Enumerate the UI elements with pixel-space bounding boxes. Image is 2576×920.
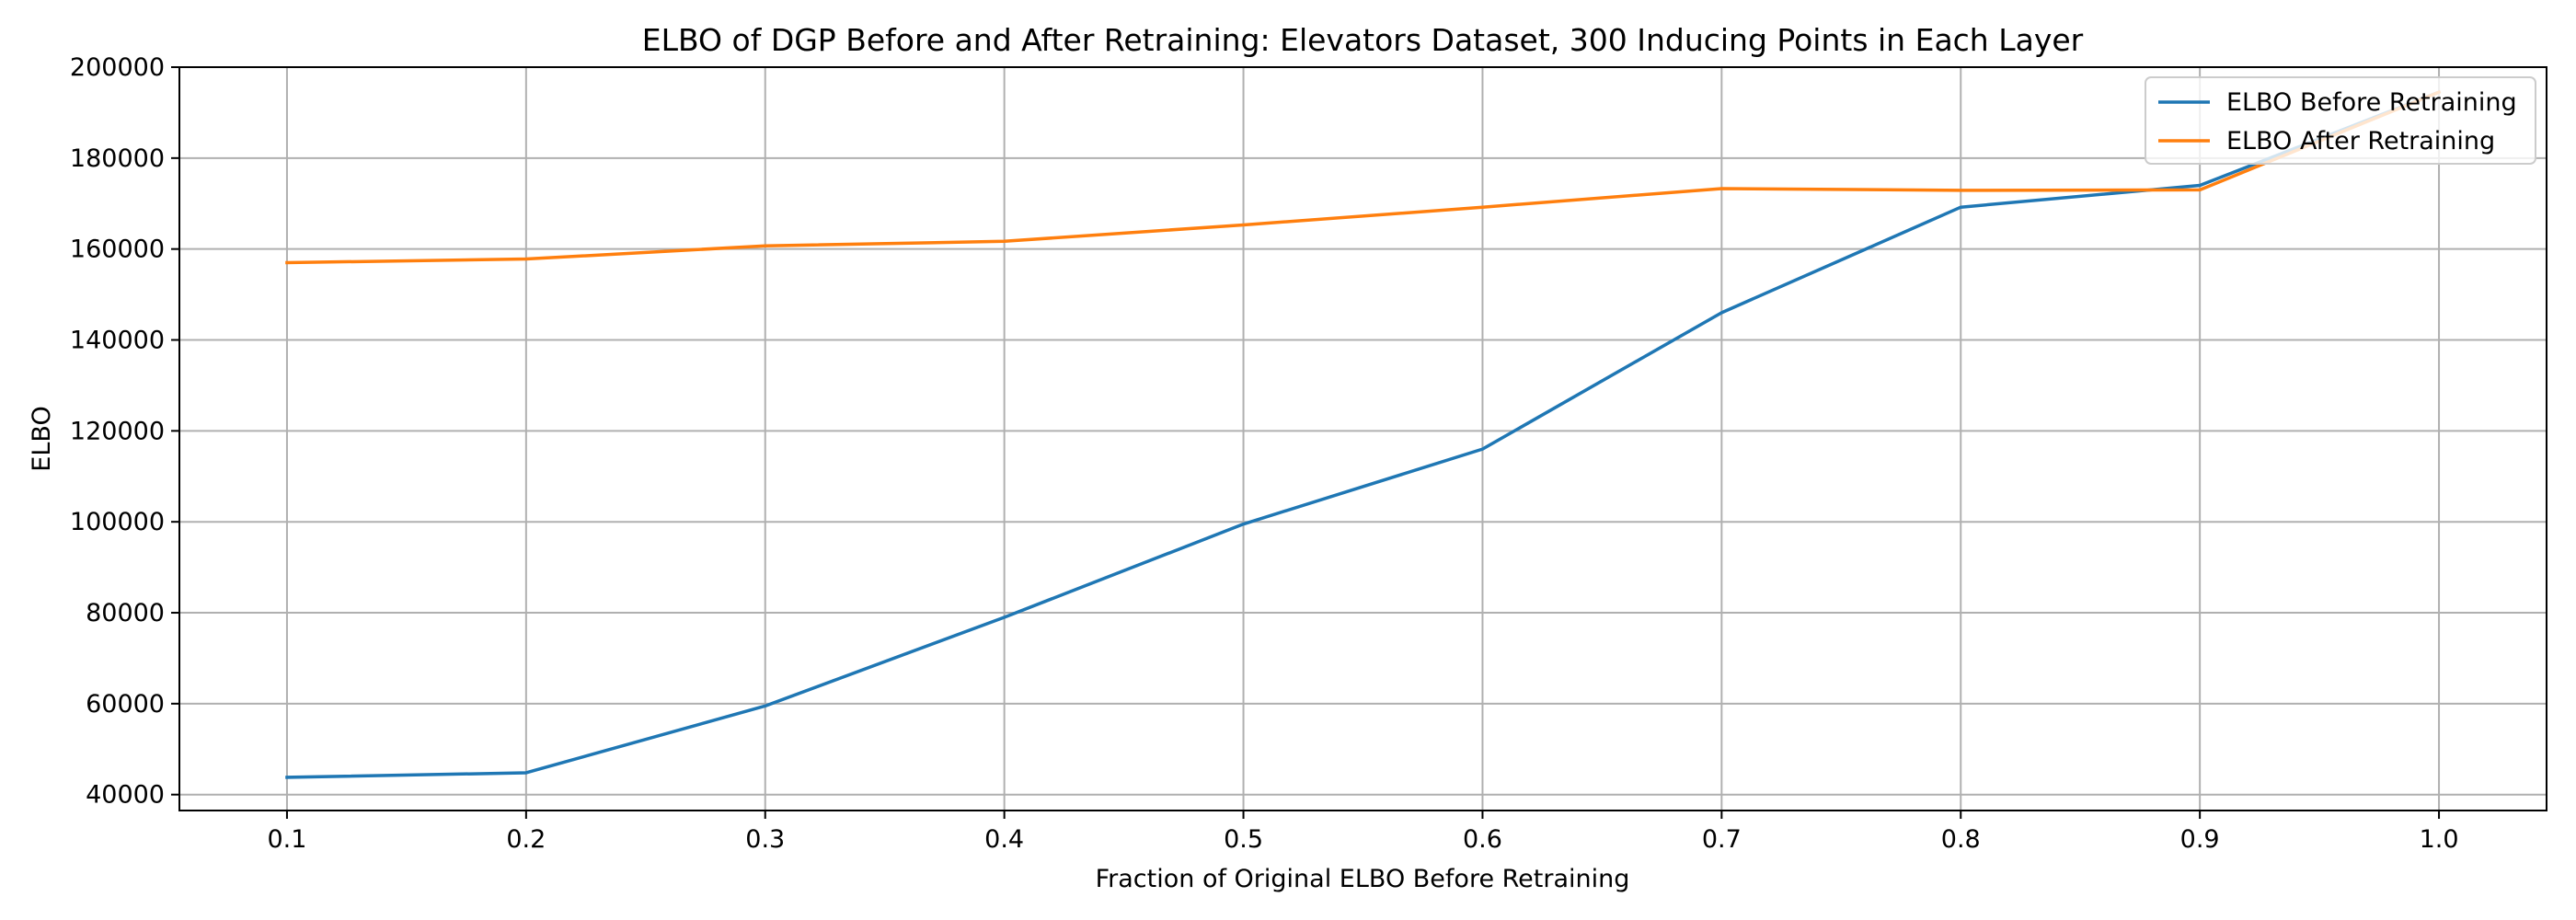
legend-label: ELBO After Retraining (2226, 127, 2495, 155)
y-tick-label: 80000 (86, 599, 165, 627)
series-lines (285, 89, 2442, 779)
y-tick-label: 180000 (70, 144, 165, 173)
y-tick-label: 160000 (70, 236, 165, 264)
x-tick-label: 0.9 (2180, 825, 2220, 854)
y-tick-label: 120000 (70, 417, 165, 445)
x-tick-label: 0.6 (1463, 825, 1502, 854)
legend-label: ELBO Before Retraining (2226, 88, 2517, 117)
plot-frame (178, 66, 2547, 811)
x-tick-label: 0.1 (267, 825, 306, 854)
chart-title: ELBO of DGP Before and After Retraining:… (642, 22, 2084, 58)
y-axis-label: ELBO (28, 406, 56, 471)
y-tick-label: 200000 (70, 53, 165, 82)
axis-ticks: 0.1 0.2 0.3 0.4 0.5 0.6 0.7 0.8 0.9 1.0 40000 60000… (70, 53, 2459, 854)
x-tick-label: 0.8 (1941, 825, 1981, 854)
x-tick-label: 0.7 (1702, 825, 1742, 854)
x-tick-label: 1.0 (2420, 825, 2459, 854)
legend: ELBO Before Retraining ELBO After Retrain… (2145, 76, 2536, 165)
y-tick-label: 100000 (70, 508, 165, 536)
x-tick-label: 0.2 (506, 825, 546, 854)
x-tick-label: 0.4 (984, 825, 1024, 854)
legend-box (2145, 76, 2536, 165)
series-line-after-retraining (285, 89, 2442, 265)
y-tick-label: 140000 (70, 327, 165, 355)
series-line-before-retraining (285, 89, 2442, 779)
x-tick-label: 0.5 (1224, 825, 1263, 854)
x-tick-label: 0.3 (745, 825, 785, 854)
y-tick-label: 40000 (86, 781, 165, 810)
y-tick-label: 60000 (86, 690, 165, 719)
x-axis-label: Fraction of Original ELBO Before Retrain… (1096, 865, 1630, 893)
